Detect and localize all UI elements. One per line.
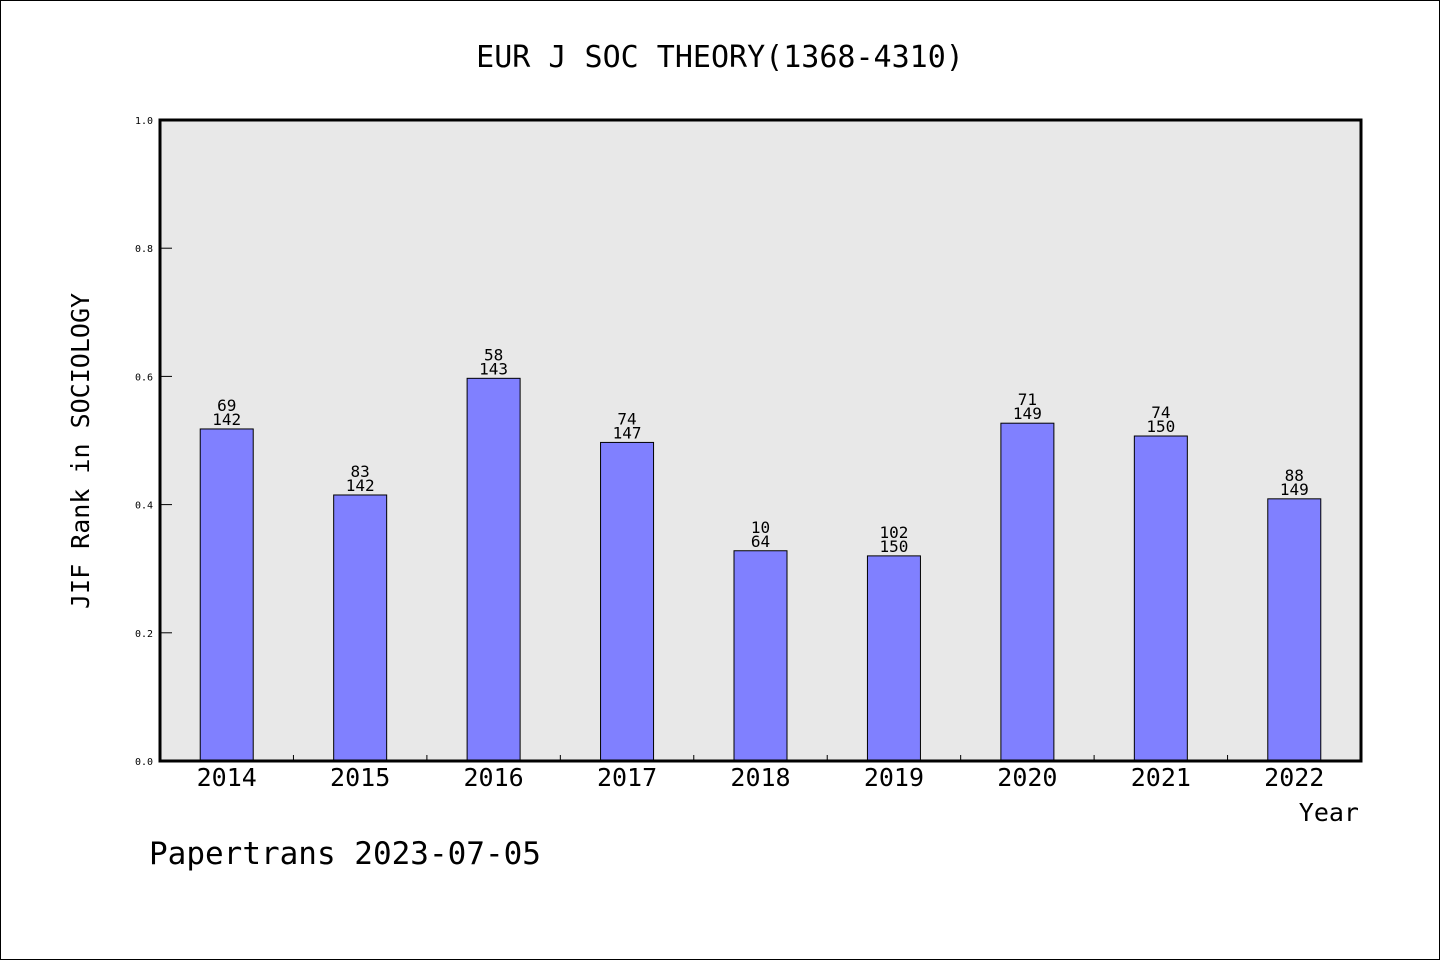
bar xyxy=(466,377,521,762)
bar xyxy=(1000,422,1055,762)
data-label-rank: 69 xyxy=(217,396,236,415)
data-label-total: 64 xyxy=(751,532,770,551)
y-tick-label: 0.8 xyxy=(135,244,153,255)
bar xyxy=(733,550,788,762)
data-label-total: 149 xyxy=(1280,480,1309,499)
data-label-total: 149 xyxy=(1013,404,1042,423)
bar xyxy=(199,428,254,762)
y-axis-label: JIF Rank in SOCIOLOGY xyxy=(66,293,95,609)
data-label-total: 143 xyxy=(479,359,508,378)
x-tick-label: 2016 xyxy=(464,763,524,792)
data-label-rank: 74 xyxy=(1151,403,1170,422)
footer-text: Papertrans 2023-07-05 xyxy=(149,836,541,872)
data-label-rank: 71 xyxy=(1018,390,1037,409)
y-tick-label: 1.0 xyxy=(135,116,153,127)
data-label-rank: 58 xyxy=(484,345,503,364)
x-axis-label: Year xyxy=(1299,798,1359,827)
x-tick-label: 2014 xyxy=(197,763,257,792)
y-tick-label: 0.2 xyxy=(135,629,153,640)
data-label-rank: 88 xyxy=(1285,466,1304,485)
data-label-rank: 74 xyxy=(617,409,636,428)
x-tick-label: 2018 xyxy=(730,763,790,792)
bar xyxy=(333,494,388,762)
bar xyxy=(866,555,921,762)
x-tick-label: 2019 xyxy=(864,763,924,792)
x-tick-label: 2017 xyxy=(597,763,657,792)
data-label-total: 142 xyxy=(346,476,375,495)
y-tick-label: 0.4 xyxy=(135,501,153,512)
bar xyxy=(600,441,655,762)
y-tick-label: 0.6 xyxy=(135,372,153,383)
plot-border xyxy=(158,118,1363,763)
x-tick-label: 2020 xyxy=(997,763,1057,792)
chart-title: EUR J SOC THEORY(1368-4310) xyxy=(476,40,964,75)
bar xyxy=(1267,498,1322,762)
x-tick-label: 2021 xyxy=(1131,763,1191,792)
x-tick-label: 2015 xyxy=(330,763,390,792)
bar xyxy=(1133,435,1188,762)
bars xyxy=(199,377,1322,762)
x-tick-label: 2022 xyxy=(1264,763,1324,792)
data-label-rank: 10 xyxy=(751,518,770,537)
data-label-rank: 83 xyxy=(351,462,370,481)
data-label-total: 142 xyxy=(212,410,241,429)
x-axis: 2014 2015 2016 2017 2018 2019 2020 2021 2022 xyxy=(197,755,1324,792)
data-label-rank: 102 xyxy=(879,523,908,542)
data-label-total: 150 xyxy=(1146,417,1175,436)
data-label-total: 150 xyxy=(879,537,908,556)
y-tick-label: 0.0 xyxy=(135,757,153,768)
data-label-total: 147 xyxy=(613,423,642,442)
